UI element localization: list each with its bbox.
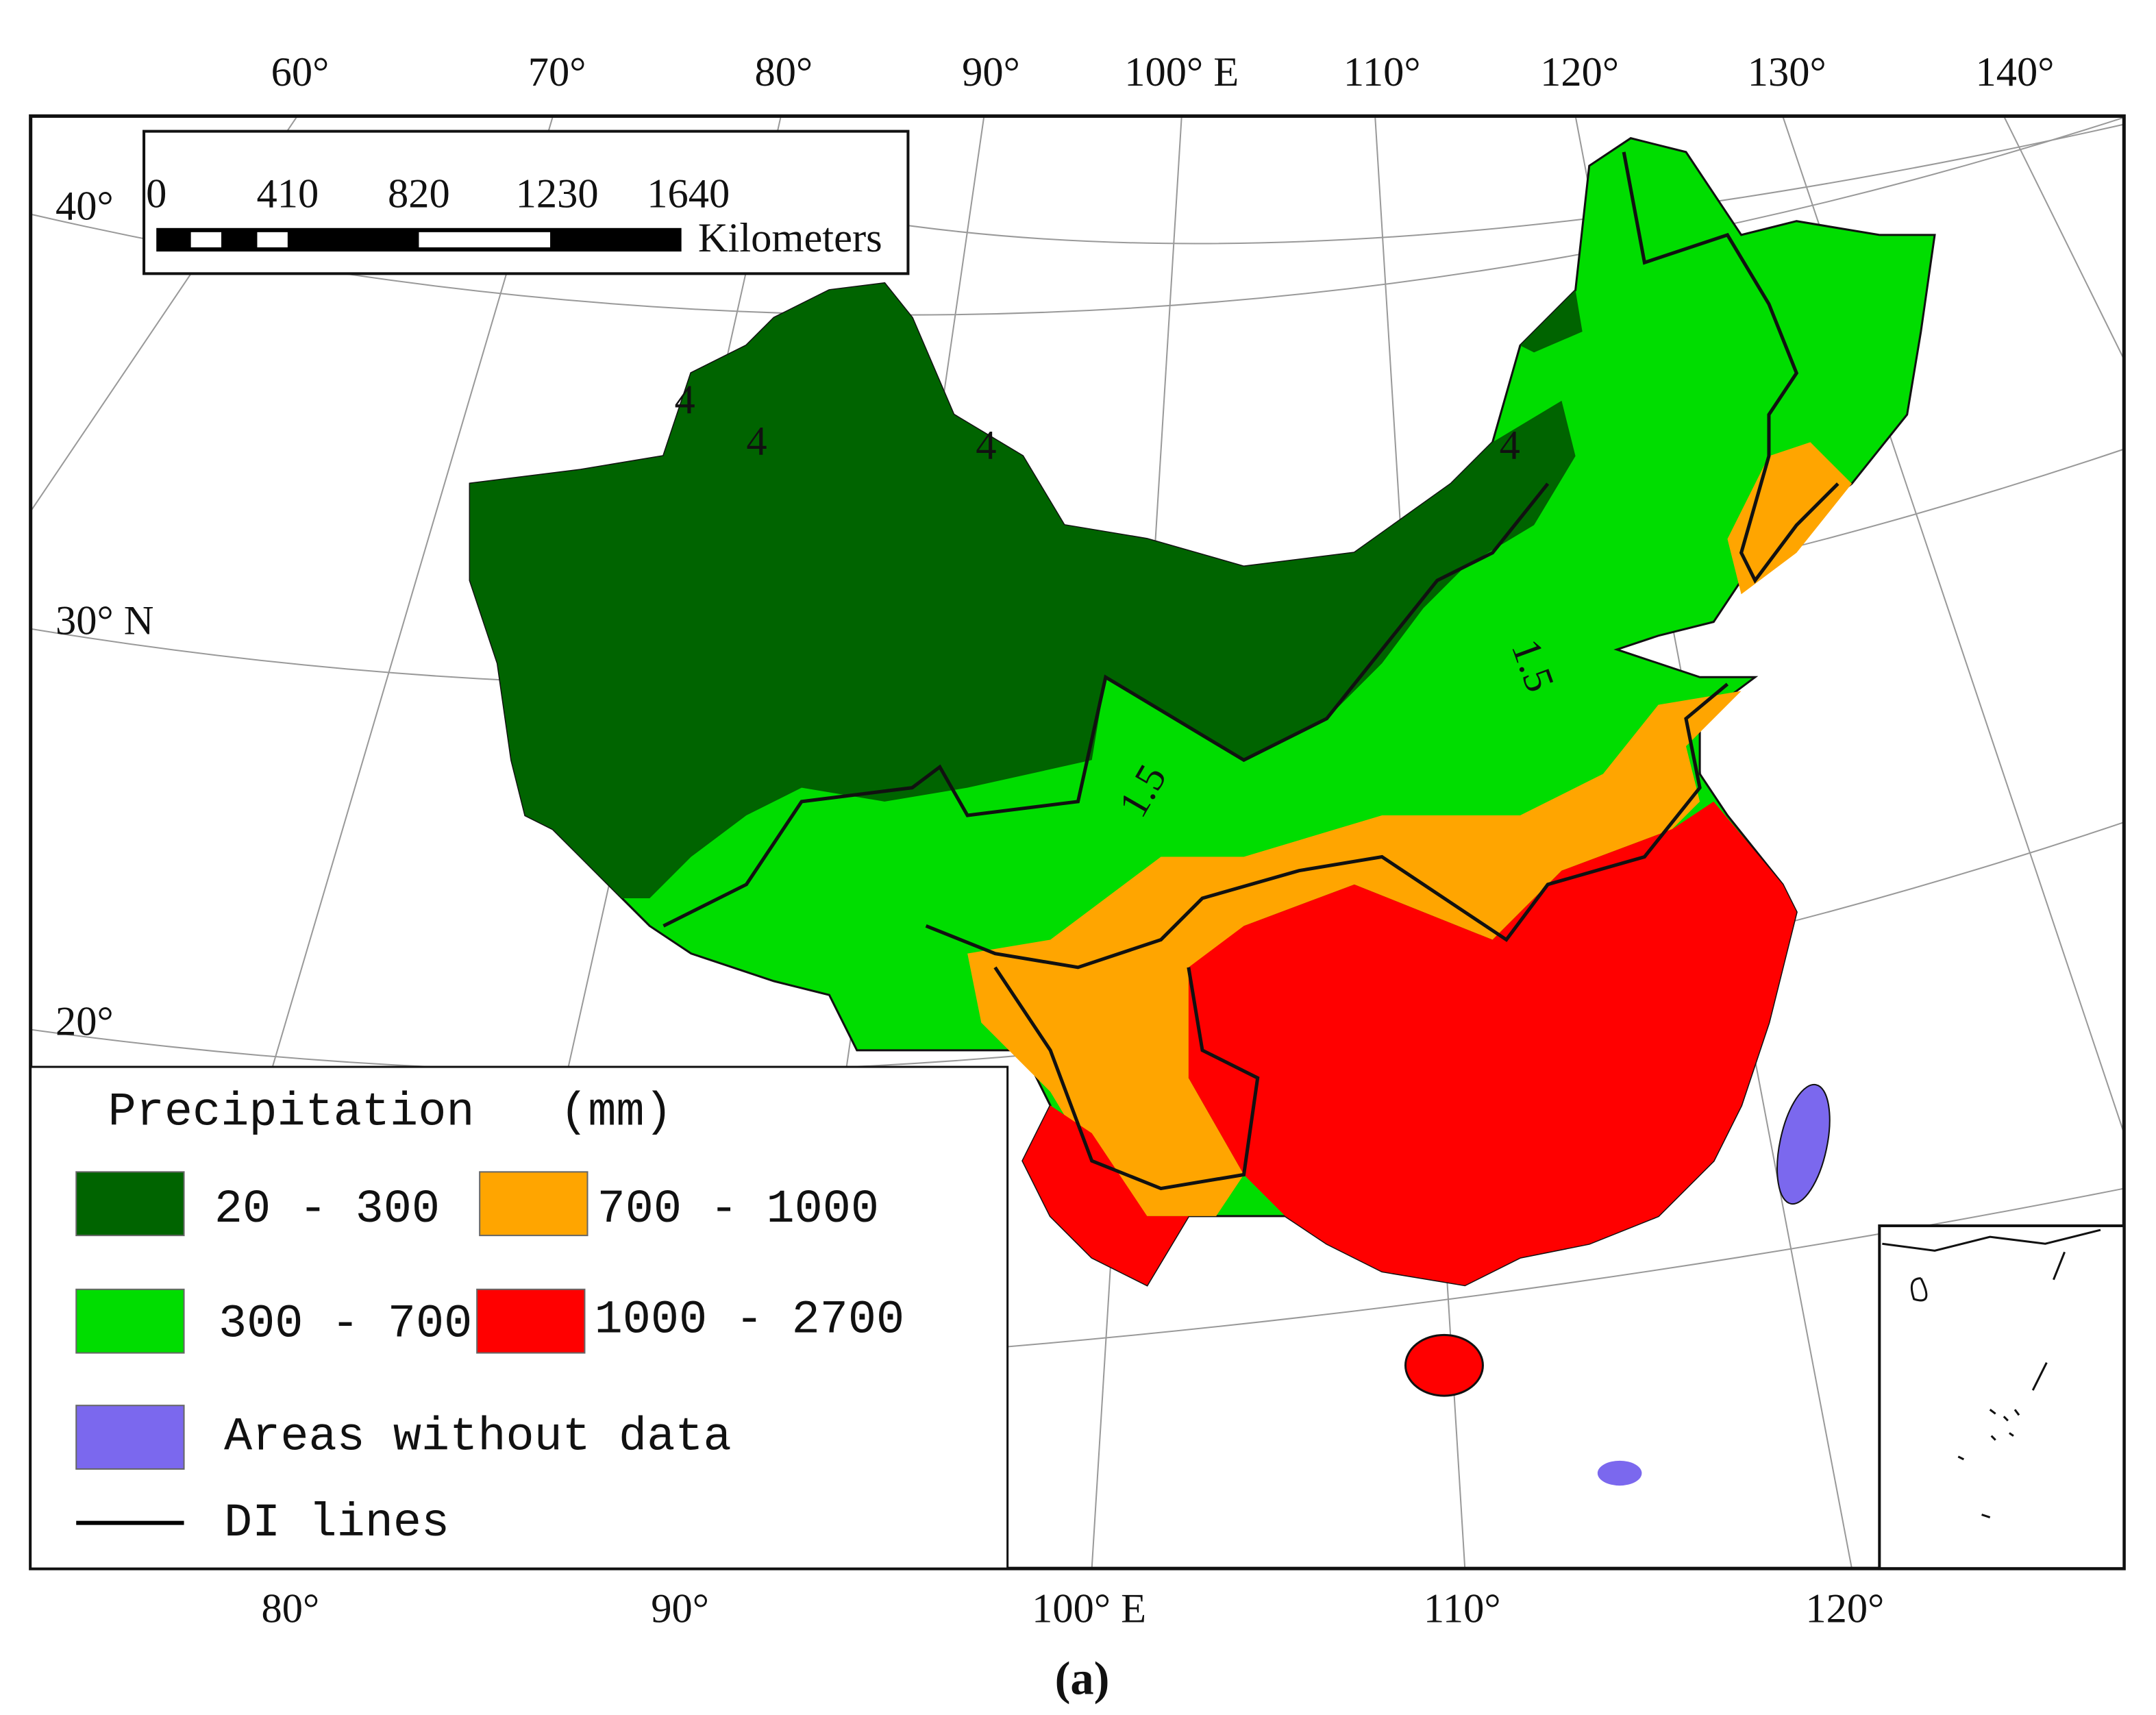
longitude-label: 120° — [1540, 49, 1619, 95]
scale-tick: 1640 — [647, 171, 730, 217]
scale-segment — [257, 232, 288, 248]
parallel — [30, 116, 2124, 316]
inset-islands — [1957, 1251, 2066, 1519]
longitude-label: 100° E — [1124, 49, 1239, 95]
meridian — [2003, 115, 2125, 360]
di-line — [1622, 151, 1839, 584]
inset — [1878, 1224, 2126, 1570]
latitude-label: 30° N — [55, 598, 154, 644]
legend-swatch — [476, 1288, 586, 1354]
contour-label: 4 — [746, 418, 767, 464]
scale-tick: 0 — [146, 171, 166, 217]
left-latitudes: 40° 30° N 20° — [55, 183, 154, 1044]
longitude-label: 140° — [1975, 49, 2054, 95]
legend-swatch — [75, 1171, 185, 1237]
legend-label: 1000 - 2700 — [595, 1293, 905, 1346]
legend-label: 20 - 300 — [214, 1183, 440, 1236]
island-no-data — [1597, 1460, 1642, 1486]
scale-segment — [419, 232, 551, 248]
inset-coast — [1882, 1229, 2101, 1302]
scale-unit: Kilometers — [698, 215, 882, 261]
di-line — [925, 682, 1729, 970]
scale-tick: 820 — [388, 171, 450, 217]
scale-tick: 1230 — [516, 171, 599, 217]
latitude-label: 20° — [55, 998, 114, 1044]
legend-swatch — [75, 1405, 185, 1470]
longitude-label: 80° — [262, 1586, 320, 1632]
legend-title: Precipitation — [108, 1086, 475, 1139]
bottom-longitudes: 80° 90° 100° E 110° 120° — [262, 1586, 1885, 1632]
taiwan — [1776, 1083, 1831, 1205]
scale-segment — [190, 232, 222, 248]
legend-unit: (mm) — [560, 1086, 673, 1139]
di-lines — [662, 151, 1839, 1191]
inset-frame — [1878, 1224, 2126, 1570]
hainan — [1404, 1333, 1484, 1397]
legend: Precipitation (mm) 20 - 300 700 - 1000 3… — [29, 1065, 1009, 1570]
contour-label: 4 — [976, 422, 996, 468]
di-line — [662, 482, 1550, 928]
longitude-label: 110° — [1343, 49, 1421, 95]
legend-label: 700 - 1000 — [597, 1183, 879, 1236]
scale-tick: 410 — [256, 171, 319, 217]
longitude-label: 60° — [271, 49, 330, 95]
zone-humid — [1022, 801, 1797, 1285]
legend-label: DI lines — [224, 1496, 449, 1550]
top-longitudes: 60° 70° 80° 90° 100° E 110° 120° 130° 14… — [271, 49, 2055, 95]
contour-label: 4 — [675, 377, 695, 423]
scale-bar: 0 410 820 1230 1640 Kilometers — [143, 129, 910, 275]
di-line — [993, 966, 1260, 1191]
longitude-label: 100° E — [1032, 1586, 1146, 1632]
longitude-label: 80° — [755, 49, 813, 95]
legend-label: 300 - 700 — [219, 1297, 472, 1350]
legend-swatch — [75, 1288, 185, 1354]
contour-label: 4 — [1500, 422, 1520, 468]
longitude-label: 110° — [1424, 1586, 1501, 1632]
precipitation-zones — [469, 137, 1936, 1486]
legend-label: Areas without data — [224, 1411, 732, 1464]
longitude-label: 90° — [962, 49, 1020, 95]
longitude-label: 120° — [1805, 1586, 1884, 1632]
latitude-label: 40° — [55, 183, 114, 229]
map-frame — [29, 114, 2126, 1570]
longitude-label: 130° — [1748, 49, 1826, 95]
legend-swatch — [479, 1171, 588, 1237]
longitude-label: 90° — [651, 1586, 709, 1632]
caption: (a) — [1055, 1652, 1110, 1704]
zone-arid — [470, 283, 1583, 898]
longitude-label: 70° — [528, 49, 586, 95]
